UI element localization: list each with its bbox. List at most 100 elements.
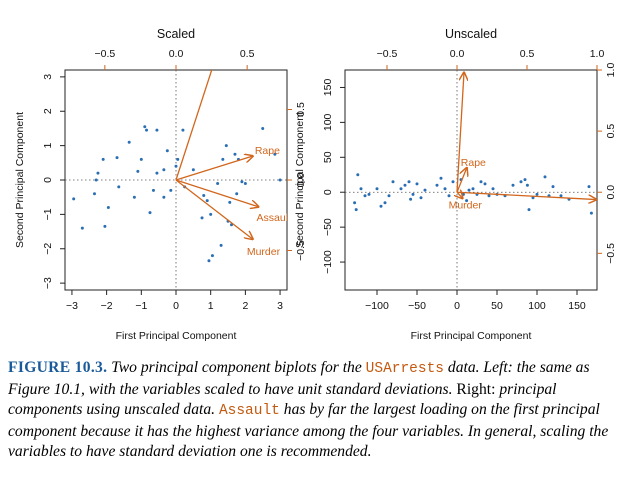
y-tick-label: 100: [322, 113, 334, 131]
x-tick-label: 50: [491, 300, 503, 312]
y-tick-label: 1: [42, 143, 54, 149]
right-tick-label: 0.5: [295, 102, 307, 117]
state-point: [535, 192, 539, 196]
state-point: [387, 194, 391, 198]
panel-unscaled: −100 −50 0 50 100 150 −100 −50 0 50 100 150 −0.5 0.0 0…: [294, 27, 635, 342]
state-point: [162, 168, 166, 172]
state-point: [148, 211, 152, 215]
state-point: [207, 259, 211, 263]
top-tick-label: 0.5: [240, 48, 255, 60]
state-point: [467, 188, 471, 192]
top-tick-label: −0.5: [94, 48, 115, 60]
y-tick-label: −2: [42, 243, 54, 255]
x-tick-label: 100: [528, 300, 546, 312]
loading-label-rape: Rape: [255, 145, 280, 157]
caption-text-2: data. Left: the same as Figure 10.1, wit…: [8, 359, 590, 398]
y-tick-label: −50: [322, 218, 334, 236]
state-point: [243, 181, 247, 185]
state-point: [169, 188, 173, 192]
state-point: [391, 180, 395, 184]
y-tick-label: 50: [322, 151, 334, 163]
state-point: [531, 196, 535, 200]
loading-label-murder: Murder: [247, 246, 281, 258]
state-point: [483, 182, 487, 186]
loading-label-murder: Murder: [449, 199, 483, 211]
state-point: [519, 180, 523, 184]
caption-text-3: Right:: [456, 380, 496, 398]
top-tick-label: 0.0: [169, 48, 184, 60]
state-point: [443, 187, 447, 191]
loading-arrow-rape: [456, 168, 467, 193]
state-point: [479, 180, 483, 184]
state-point: [356, 173, 360, 177]
loading-label-urbanpop: UrbanPop: [198, 22, 245, 34]
x-tick-label: 3: [277, 300, 283, 312]
state-point: [92, 192, 96, 196]
panel-scaled: −3 −2 −1 0 1 2 3 −3 −2 −1 0 1 2 3 −0.5 0.0 0.5 −0.5 0.0 0.5…: [14, 22, 307, 342]
state-point: [359, 187, 363, 191]
state-point: [353, 201, 357, 205]
state-point: [439, 176, 443, 180]
y-tick-label: 2: [42, 108, 54, 114]
loading-arrow-murder: [175, 179, 253, 239]
top-tick-label: 0.5: [520, 48, 535, 60]
state-point: [419, 196, 423, 200]
caption-label: FIGURE 10.3.: [8, 359, 108, 376]
caption-code-usarrests: USArrests: [365, 361, 444, 377]
state-point: [399, 187, 403, 191]
y-axis-label: Second Principal Component: [294, 112, 306, 248]
right-tick-label: 0.0: [295, 173, 307, 188]
state-point: [216, 181, 220, 185]
state-point: [202, 193, 206, 197]
loading-arrow-rape: [175, 156, 253, 181]
state-point: [471, 187, 475, 191]
loading-arrow-murder: [457, 192, 463, 198]
top-tick-label: −0.5: [377, 48, 398, 60]
state-point: [411, 192, 415, 196]
plot-frame: [344, 69, 598, 291]
state-point: [273, 152, 277, 156]
state-point: [379, 204, 383, 208]
state-point: [435, 183, 439, 187]
loading-label-assault: Assault: [257, 212, 292, 224]
state-point: [145, 128, 149, 132]
x-tick-label: 150: [568, 300, 586, 312]
state-point: [174, 164, 178, 168]
top-tick-label: 1.0: [590, 48, 605, 60]
state-point: [209, 212, 213, 216]
chart-title: Scaled: [157, 27, 195, 41]
right-tick-label: −0.5: [605, 243, 617, 264]
right-tick-label: 0.0: [605, 185, 617, 200]
state-point: [559, 194, 563, 198]
y-tick-label: 0: [322, 189, 334, 195]
y-axis-label: Second Principal Component: [14, 112, 26, 248]
caption-code-assault: Assault: [218, 403, 280, 420]
state-point: [117, 185, 121, 189]
state-point: [465, 199, 469, 203]
state-point: [491, 187, 495, 191]
state-point: [461, 192, 465, 196]
x-tick-label: −3: [66, 300, 78, 312]
right-tick-label: 0.5: [605, 124, 617, 139]
state-point: [155, 171, 159, 175]
state-point: [409, 197, 413, 201]
state-point: [240, 180, 244, 184]
state-point: [383, 201, 387, 205]
x-axis-label: First Principal Component: [116, 330, 237, 342]
x-tick-label: 1: [208, 300, 214, 312]
x-tick-label: −2: [101, 300, 113, 312]
state-point: [525, 183, 529, 187]
figure-caption: FIGURE 10.3. Two principal component bip…: [8, 358, 630, 463]
loading-label-rape: Rape: [461, 157, 486, 169]
caption-text-5: has by far the largest loading on the fi…: [8, 401, 609, 461]
state-point: [228, 200, 232, 204]
state-point: [94, 178, 98, 182]
y-tick-label: 0: [42, 177, 54, 183]
x-tick-label: 0: [173, 300, 179, 312]
state-point: [224, 144, 228, 148]
state-point: [363, 194, 367, 198]
y-tick-label: 150: [322, 79, 334, 97]
x-tick-label: 0: [454, 300, 460, 312]
right-tick-label: 1.0: [605, 63, 617, 78]
